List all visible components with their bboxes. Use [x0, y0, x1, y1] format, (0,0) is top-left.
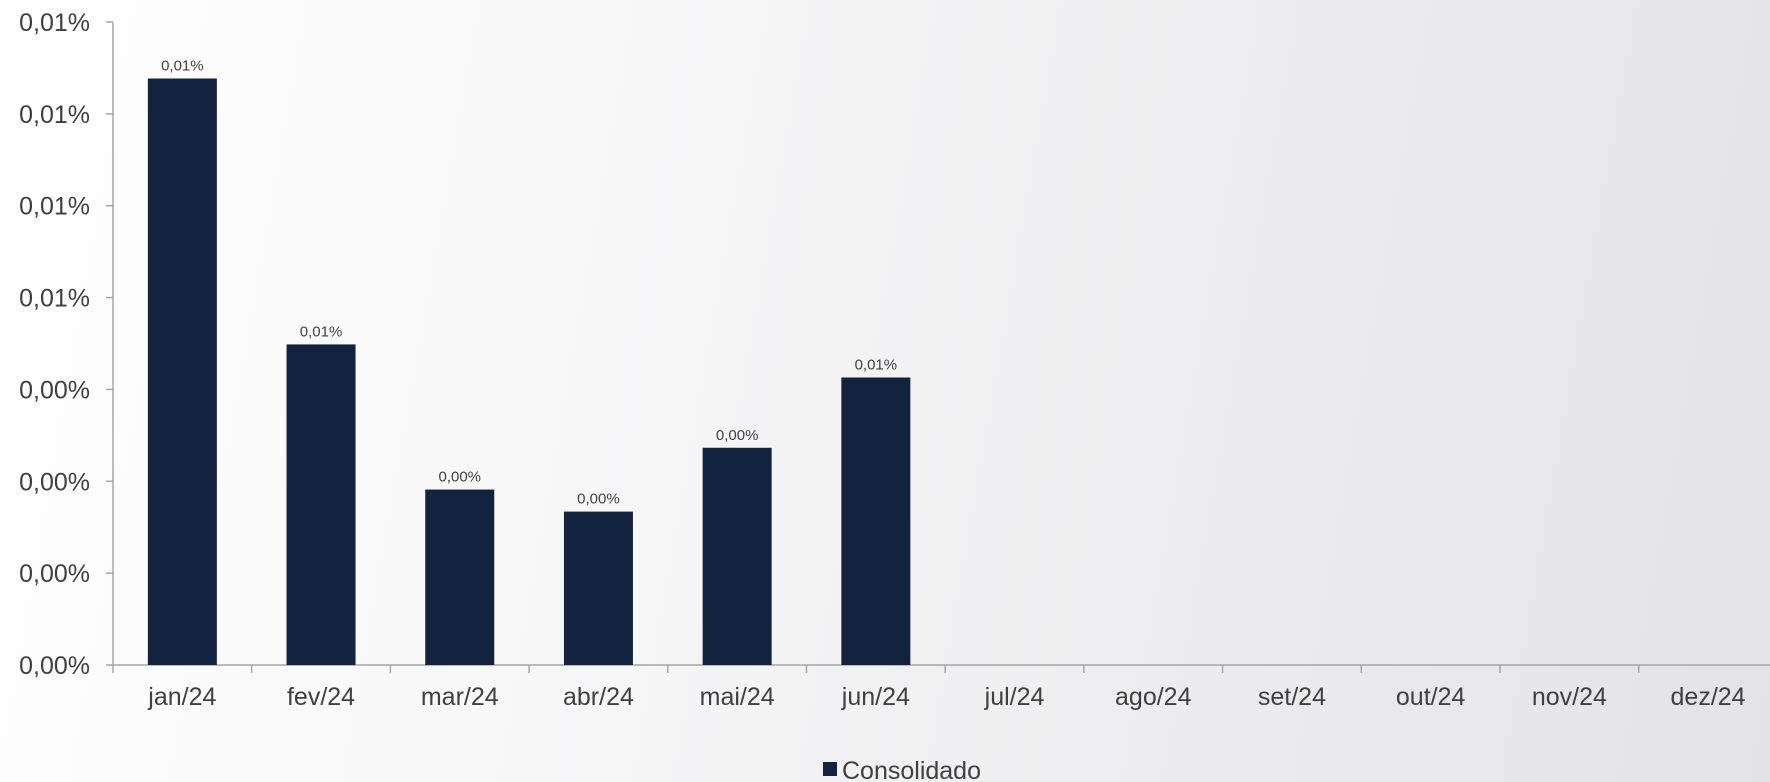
y-tick-label: 0,01% [19, 285, 90, 313]
bar-series-consolidado [147, 78, 911, 666]
bar [563, 511, 633, 665]
x-tick-label: mai/24 [700, 683, 775, 711]
x-tick-label: ago/24 [1115, 683, 1192, 711]
data-labels: 0,01% 0,01% 0,00% 0,00% 0,00% 0,01% [161, 57, 897, 507]
x-tick-label: abr/24 [563, 683, 634, 711]
data-label: 0,01% [855, 356, 898, 373]
x-tick-label: jan/24 [147, 683, 216, 711]
x-axis: jan/24 fev/24 mar/24 abr/24 mai/24 jun/24 jul/… [112, 664, 1770, 711]
data-label: 0,00% [716, 427, 759, 444]
y-tick-label: 0,01% [19, 193, 90, 221]
legend-label-consolidado: Consolidado [842, 757, 981, 782]
data-label: 0,01% [161, 57, 204, 74]
x-tick-label: dez/24 [1671, 683, 1746, 711]
x-tick-label: set/24 [1258, 683, 1326, 711]
bar [702, 447, 772, 665]
y-tick-label: 0,01% [19, 9, 90, 37]
legend-swatch-consolidado [823, 762, 837, 776]
legend: Consolidado [823, 757, 981, 782]
data-label: 0,00% [577, 491, 620, 508]
y-axis: 0,00% 0,00% 0,00% 0,00% 0,01% 0,01% 0,01% 0,01% [19, 9, 114, 680]
data-label: 0,01% [300, 323, 343, 340]
x-tick-label: mar/24 [421, 683, 499, 711]
x-tick-label: jul/24 [984, 683, 1045, 711]
bar [841, 377, 911, 665]
x-tick-label: out/24 [1396, 683, 1466, 711]
bar [286, 344, 356, 665]
x-tick-label: jun/24 [841, 683, 910, 711]
data-label: 0,00% [438, 469, 481, 486]
x-tick-label: nov/24 [1532, 683, 1607, 711]
y-tick-label: 0,00% [19, 468, 90, 496]
bar [147, 78, 217, 666]
y-tick-label: 0,00% [19, 652, 90, 680]
y-tick-label: 0,00% [19, 560, 90, 588]
y-tick-label: 0,01% [19, 101, 90, 129]
x-tick-label: fev/24 [287, 683, 355, 711]
bar [425, 489, 495, 665]
y-tick-label: 0,00% [19, 376, 90, 404]
